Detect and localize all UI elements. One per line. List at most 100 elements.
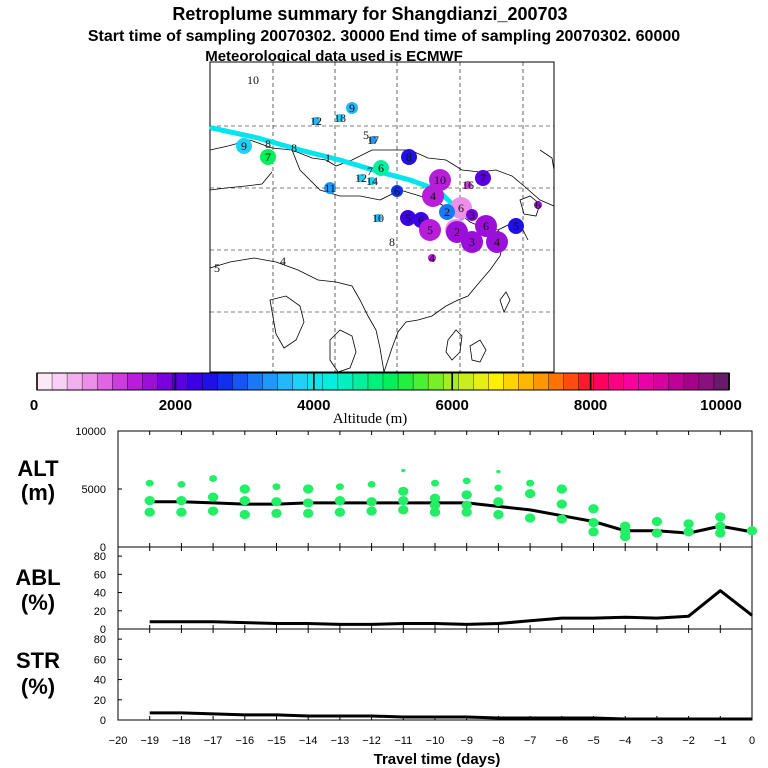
map-plume-point: 7 xyxy=(475,170,491,186)
map-land-labels: 5 4 xyxy=(214,254,286,275)
plume-point-label: 7 xyxy=(367,164,373,178)
particle-cluster-dot xyxy=(494,484,503,492)
particle-cluster-dot xyxy=(367,480,376,488)
particle-cluster-dot xyxy=(398,505,409,515)
colorbar-swatch xyxy=(96,372,114,391)
map-plume-points: 1091218517987818761214116101676241056523… xyxy=(209,73,542,265)
y-tick-label: 20 xyxy=(94,606,106,618)
y-tick-label: 20 xyxy=(94,695,106,707)
colorbar-swatch xyxy=(683,372,700,391)
plume-marker xyxy=(357,174,365,182)
colorbar-swatch xyxy=(442,372,460,391)
particle-cluster-dot xyxy=(715,521,726,531)
colorbar-swatch xyxy=(473,372,490,391)
map-plume-point: 3 xyxy=(466,208,478,222)
particle-cluster-dot xyxy=(429,507,441,517)
particle-cluster-dot xyxy=(334,496,346,506)
colorbar-swatch xyxy=(232,372,249,391)
colorbar-swatch xyxy=(36,372,53,391)
particle-cluster-dot xyxy=(715,528,726,538)
particle-cluster-dot xyxy=(651,516,663,527)
plume-point-label: 18 xyxy=(334,111,346,125)
plume-marker xyxy=(508,218,524,234)
particle-cluster-dot xyxy=(526,479,535,487)
y-tick-label: 5000 xyxy=(82,484,106,496)
map-plume-point: 8 xyxy=(265,137,271,151)
x-axis-label: Travel time (days) xyxy=(374,751,501,768)
map-plume-point: 8 xyxy=(401,149,417,165)
map-coastline xyxy=(383,305,447,373)
plume-point-label: 10 xyxy=(434,173,446,187)
map-plume-point: 6 xyxy=(373,160,389,176)
x-tick-label: 0 xyxy=(749,735,755,747)
plume-point-label: 5 xyxy=(363,128,369,142)
title-line-2: Start time of sampling 20070302. 30000 E… xyxy=(88,28,680,45)
map-plume-point: 5 xyxy=(419,219,441,241)
colorbar-swatch xyxy=(51,372,68,391)
map-plume-point: 5 xyxy=(508,218,524,234)
plume-point-label: 5 xyxy=(405,211,411,225)
particle-cluster-dot xyxy=(239,509,250,520)
particle-cluster-dot xyxy=(493,497,504,507)
particle-cluster-dot xyxy=(145,479,154,487)
y-tick-label: 60 xyxy=(94,569,106,581)
particle-cluster-series xyxy=(144,468,758,542)
plume-marker xyxy=(534,201,542,209)
colorbar-swatch xyxy=(503,372,520,391)
map-coastline xyxy=(209,171,273,191)
colorbar-swatch xyxy=(382,372,399,391)
colorbar-swatch xyxy=(127,372,144,391)
map-plume-point: 16 xyxy=(462,178,474,192)
map-plume-point: 6 xyxy=(391,184,403,198)
map-plume-point: 7 xyxy=(260,149,276,165)
particle-cluster-dot xyxy=(588,518,599,528)
particle-cluster-dot xyxy=(651,528,663,538)
colorbar-swatch xyxy=(593,372,610,391)
map-coastline xyxy=(499,291,511,314)
x-tick-label: −19 xyxy=(140,735,159,747)
map-plume-point: 6 xyxy=(534,198,542,212)
colorbar-tick-label: 6000 xyxy=(436,397,469,414)
plume-marker xyxy=(368,177,376,185)
colorbar-swatch xyxy=(668,372,685,391)
plume-marker xyxy=(336,114,344,122)
map-plume-point: 2 xyxy=(439,204,455,220)
colorbar-swatch xyxy=(352,372,369,391)
particle-cluster-dot xyxy=(176,496,187,506)
map-plume-point: 4 xyxy=(422,185,444,207)
plume-point-label: 2 xyxy=(444,205,450,219)
colorbar-swatch xyxy=(458,372,475,391)
panel-ylabel-units: (m) xyxy=(21,480,55,505)
map-coastline xyxy=(329,329,357,373)
x-tick-label: −17 xyxy=(204,735,223,747)
particle-cluster-dot xyxy=(715,512,726,522)
colorbar-swatch xyxy=(548,372,565,391)
colorbar-swatch xyxy=(202,372,219,391)
map-land-label: 5 xyxy=(214,261,220,275)
x-tick-label: −16 xyxy=(235,735,254,747)
plume-point-label: 7 xyxy=(265,150,271,164)
colorbar-swatch xyxy=(638,372,655,391)
map-plume-point: 11 xyxy=(324,181,336,195)
x-tick-label: −4 xyxy=(619,735,632,747)
particle-cluster-dot xyxy=(303,498,314,508)
colorbar-swatch xyxy=(81,372,98,391)
plume-point-label: 5 xyxy=(427,223,433,237)
x-tick-label: −10 xyxy=(426,735,445,747)
particle-cluster-dot xyxy=(683,519,694,529)
x-tick-label: −6 xyxy=(556,735,569,747)
plume-point-label: 16 xyxy=(462,178,474,192)
plume-point-label: 6 xyxy=(458,201,464,215)
panel-ylabel: STR xyxy=(16,648,60,673)
particle-cluster-dot xyxy=(239,496,250,506)
panel-frame xyxy=(117,628,753,721)
plume-marker xyxy=(475,215,497,237)
plume-point-label: 4 xyxy=(429,251,435,265)
plume-point-label: 8 xyxy=(291,141,297,155)
colorbar-swatch xyxy=(488,372,505,391)
colorbar-swatch xyxy=(142,372,159,391)
particle-cluster-dot xyxy=(401,468,406,473)
particle-cluster-dot xyxy=(683,527,694,537)
